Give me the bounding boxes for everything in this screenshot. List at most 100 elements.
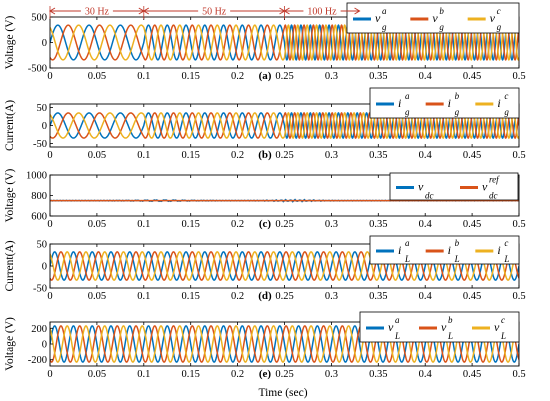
panel-label: (c): [259, 218, 272, 230]
x-tick-label: 0.15: [182, 291, 200, 302]
legend-entry: i: [497, 243, 500, 257]
x-tick-label: 0.15: [182, 150, 200, 161]
legend-subscript: dc: [425, 191, 434, 201]
legend-subscript: L: [503, 254, 509, 264]
annotation-label-bg: [80, 5, 113, 16]
legend-entry: i: [497, 96, 500, 110]
y-tick-label: 0: [42, 340, 47, 351]
x-tick-label: 0.3: [325, 369, 338, 380]
y-axis-label: Voltage (V): [4, 317, 16, 371]
x-tick-label: 0.15: [182, 369, 200, 380]
legend-superscript: ref: [489, 175, 500, 185]
legend-superscript: c: [501, 315, 505, 325]
x-tick-label: 0.35: [369, 150, 387, 161]
x-tick-label: 0.4: [419, 369, 433, 380]
x-tick-label: 0.25: [275, 369, 293, 380]
y-tick-label: 800: [31, 191, 47, 202]
legend-entry: i: [398, 96, 401, 110]
legend-superscript: b: [455, 91, 460, 101]
series-ibL: [50, 251, 519, 281]
y-tick-label: 600: [31, 212, 47, 223]
annotation-label-bg: [198, 5, 231, 16]
x-tick-label: 0.45: [463, 291, 481, 302]
series-icg: [50, 112, 519, 139]
x-tick-label: 0.3: [325, 291, 338, 302]
legend-superscript: b: [439, 6, 444, 16]
x-tick-label: 0.05: [88, 219, 106, 230]
y-tick-label: -500: [28, 64, 47, 75]
y-axis-label: Current(A): [4, 100, 16, 151]
x-tick-label: 0.4: [419, 150, 433, 161]
legend: v aLv bLv cL: [359, 311, 520, 343]
x-tick-label: 0.3: [325, 71, 338, 82]
y-tick-label: 0: [42, 121, 47, 132]
x-tick-label: 0.3: [325, 219, 338, 230]
x-tick-label: 0: [47, 369, 52, 380]
annotation-label-bg: [303, 5, 341, 16]
panel-label: (a): [259, 70, 272, 82]
y-axis-label: Current(A): [4, 240, 16, 291]
x-tick-label: 0.45: [463, 150, 481, 161]
legend-subscript: L: [404, 254, 410, 264]
x-tick-label: 0.25: [275, 291, 293, 302]
legend-subscript: g: [497, 22, 502, 32]
legend-subscript: L: [447, 331, 453, 341]
annotation-label: 30 Hz: [85, 7, 110, 18]
panel-label: (b): [258, 149, 272, 161]
x-tick-label: 0.4: [419, 291, 433, 302]
legend-entry: v: [482, 180, 488, 194]
legend-subscript: g: [439, 22, 444, 32]
legend-entry: v: [490, 11, 496, 25]
x-tick-label: 0.35: [369, 291, 387, 302]
x-tick-label: 0.5: [512, 150, 525, 161]
plot-area: [50, 198, 519, 203]
legend-entry: v: [432, 11, 438, 25]
legend: i aLi bLi cL: [369, 235, 520, 265]
x-tick-label: 0.05: [88, 369, 106, 380]
y-tick-label: 200: [31, 324, 47, 335]
x-tick-label: 0.1: [137, 150, 150, 161]
panel-b: 0 0.05 0.1 0.15 0.2 0.25 0.3 0.35 0.4 0.45 0.5-500…: [4, 87, 526, 161]
series-iaL: [50, 251, 519, 281]
panel-e: 0 0.05 0.1 0.15 0.2 0.25 0.3 0.35 0.4 0.45 0.5 -200…: [4, 311, 526, 380]
x-tick-label: 0.25: [275, 71, 293, 82]
x-tick-label: 0.15: [182, 71, 200, 82]
y-tick-label: 500: [31, 13, 47, 24]
x-tick-label: 0.2: [231, 71, 244, 82]
legend-subscript: g: [504, 107, 509, 117]
y-tick-label: -50: [33, 284, 47, 295]
x-tick-label: 0.45: [463, 369, 481, 380]
legend-entry: v: [418, 180, 424, 194]
legend-subscript: dc: [489, 191, 498, 201]
legend-superscript: c: [504, 238, 508, 248]
x-tick-label: 0.05: [88, 71, 106, 82]
y-tick-label: -50: [33, 139, 47, 150]
x-tick-label: 0.25: [275, 219, 293, 230]
panel-d: 0 0.05 0.1 0.15 0.2 0.25 0.3 0.35 0.4 0.45 0.5-500…: [4, 235, 526, 302]
x-tick-label: 0: [47, 219, 52, 230]
y-tick-label: 50: [37, 103, 48, 114]
legend-entry: i: [398, 243, 401, 257]
x-tick-label: 0.5: [512, 71, 525, 82]
x-tick-label: 0.2: [231, 219, 244, 230]
y-tick-label: 50: [37, 240, 48, 251]
panel-c: 0 0.05 0.1 0.15 0.2 0.25 0.3 0.35 0.4 0.45 0.5 600 8…: [4, 168, 526, 230]
x-tick-label: 0: [47, 291, 52, 302]
x-tick-label: 0.5: [512, 291, 525, 302]
legend-box: [369, 235, 520, 265]
legend-superscript: b: [455, 238, 460, 248]
x-tick-label: 0: [47, 150, 52, 161]
series-ibg: [50, 112, 519, 139]
panel-label: (d): [258, 290, 272, 302]
series-vbg: [50, 24, 519, 61]
series-vcg: [50, 24, 519, 61]
legend-superscript: c: [497, 6, 501, 16]
x-tick-label: 0.05: [88, 150, 106, 161]
x-axis-label: Time (sec): [258, 387, 307, 399]
y-tick-label: -200: [28, 355, 47, 366]
x-tick-label: 0: [47, 71, 52, 82]
y-axis-label: Voltage (V): [4, 15, 16, 69]
legend-subscript: L: [500, 331, 506, 341]
